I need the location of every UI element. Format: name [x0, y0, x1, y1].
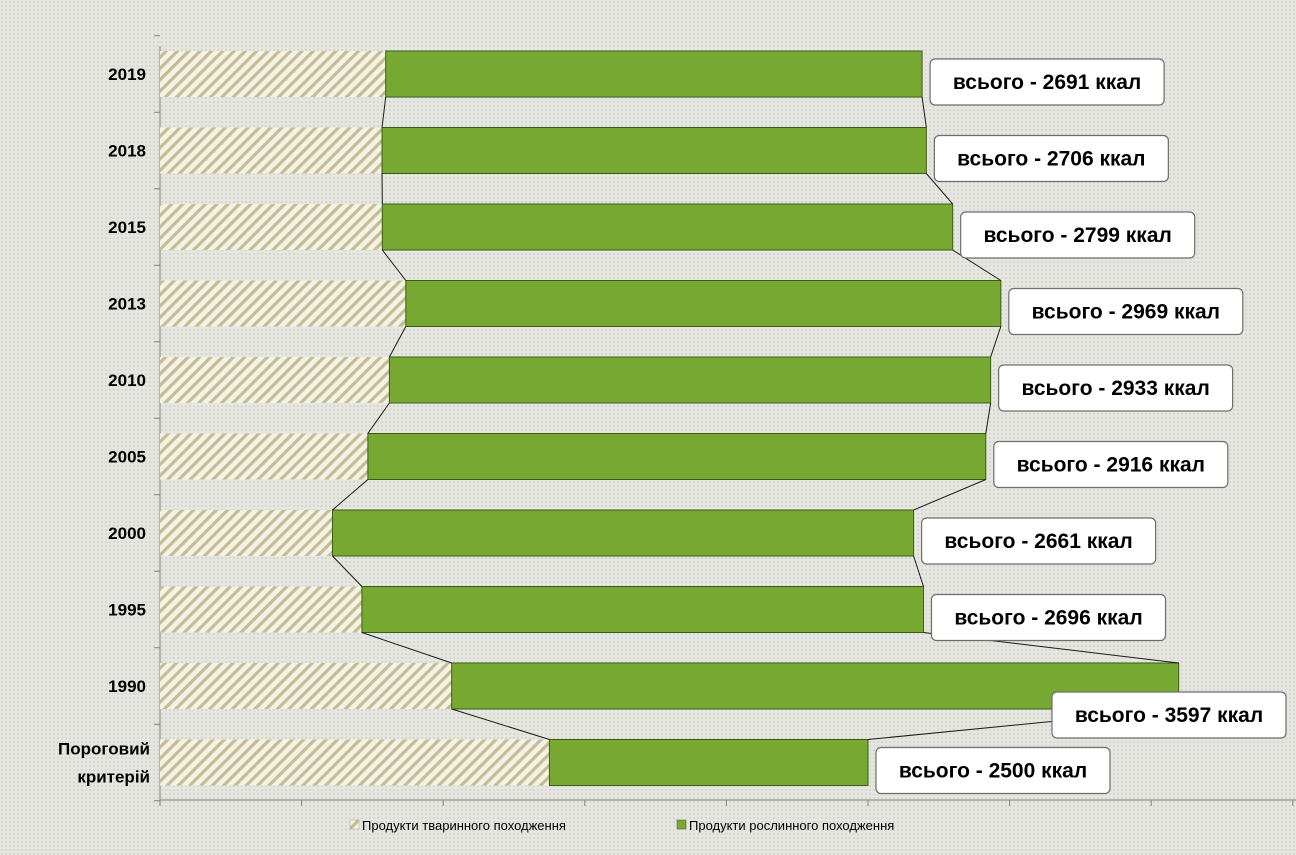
legend-swatch-animal: [349, 819, 360, 830]
bar-animal-2: [160, 204, 383, 250]
data-label-box: [930, 593, 1167, 642]
legend-label-animal: Продукти тваринного походження: [362, 818, 566, 833]
series-line-plant: [921, 96, 927, 128]
bar-plant-6: [331, 509, 915, 557]
series-line-animal: [361, 632, 452, 664]
series-line-animal: [451, 708, 550, 740]
bar-plant-2: [381, 203, 954, 251]
bar-animal-8: [160, 663, 452, 709]
data-label-box: [998, 364, 1234, 412]
data-label-box: [993, 440, 1229, 489]
bar-plant-9: [548, 739, 869, 786]
y-tick-label: Пороговий: [58, 740, 150, 759]
data-label-box: [875, 746, 1111, 795]
series-line-animal: [332, 479, 369, 511]
series-line-animal: [381, 96, 387, 128]
y-tick-label: 2000: [108, 524, 146, 543]
bar-plant-5: [367, 433, 987, 480]
legend: Продукти тваринного походження Продукти р…: [349, 818, 894, 833]
series-line-plant: [990, 326, 1002, 358]
y-tick-label: 1990: [108, 677, 146, 696]
data-label: всього - 2969 ккал: [1032, 301, 1220, 324]
series-line-animal: [332, 555, 363, 587]
y-tick-label: 1995: [108, 601, 146, 620]
data-label-box: [960, 211, 1196, 259]
y-tick-label: 2010: [108, 371, 146, 390]
legend-label-plant: Продукти рослинного походження: [689, 818, 894, 833]
data-label-box: [933, 134, 1169, 183]
legend-swatch-plant: [676, 819, 687, 830]
y-tick-label: 2005: [108, 448, 146, 467]
data-label: всього - 2696 ккал: [954, 607, 1142, 630]
series-line-animal: [388, 326, 407, 358]
series-line-animal: [367, 402, 390, 434]
y-tick-label: 2018: [108, 142, 146, 161]
data-label-box: [1008, 287, 1244, 336]
bar-plant-3: [405, 280, 1002, 327]
bar-animal-5: [160, 433, 368, 480]
series-line-plant: [913, 555, 924, 587]
bar-animal-4: [160, 357, 390, 403]
bar-animal-3: [160, 280, 406, 327]
bar-animal-7: [160, 586, 362, 633]
data-label-box: [929, 58, 1165, 106]
bar-plant-0: [385, 50, 923, 98]
bar-animal-0: [160, 51, 386, 97]
series-line-plant: [985, 402, 992, 434]
data-label-box: [1051, 691, 1287, 739]
y-tick-label: 2015: [108, 218, 146, 237]
data-label: всього - 2706 ккал: [957, 148, 1145, 171]
data-label: всього - 2799 ккал: [983, 224, 1171, 247]
data-label-box: [920, 517, 1157, 565]
y-tick-label: критерій: [77, 768, 150, 787]
series-line-plant: [925, 173, 954, 205]
data-label: всього - 2691 ккал: [953, 71, 1141, 94]
series-line-animal: [381, 249, 407, 281]
data-label: всього - 2500 ккал: [899, 760, 1087, 783]
y-tick-label: 2019: [108, 65, 146, 84]
data-label: всього - 2933 ккал: [1021, 377, 1209, 400]
data-label: всього - 2916 ккал: [1017, 454, 1205, 477]
plot-area: 2019 2018 2015 2013 2010 2005 2000 1995 1990 Поро…: [58, 35, 1296, 806]
data-label: всього - 2661 ккал: [944, 530, 1132, 553]
bar-plant-7: [361, 586, 925, 633]
y-tick-label: 2013: [108, 295, 146, 314]
bar-animal-6: [160, 510, 333, 556]
data-label: всього - 3597 ккал: [1075, 704, 1263, 727]
bar-plant-1: [381, 127, 927, 174]
bar-plant-4: [388, 356, 992, 404]
series-line-plant: [913, 479, 987, 511]
bar-animal-9: [160, 739, 550, 786]
bar-animal-1: [160, 127, 383, 174]
